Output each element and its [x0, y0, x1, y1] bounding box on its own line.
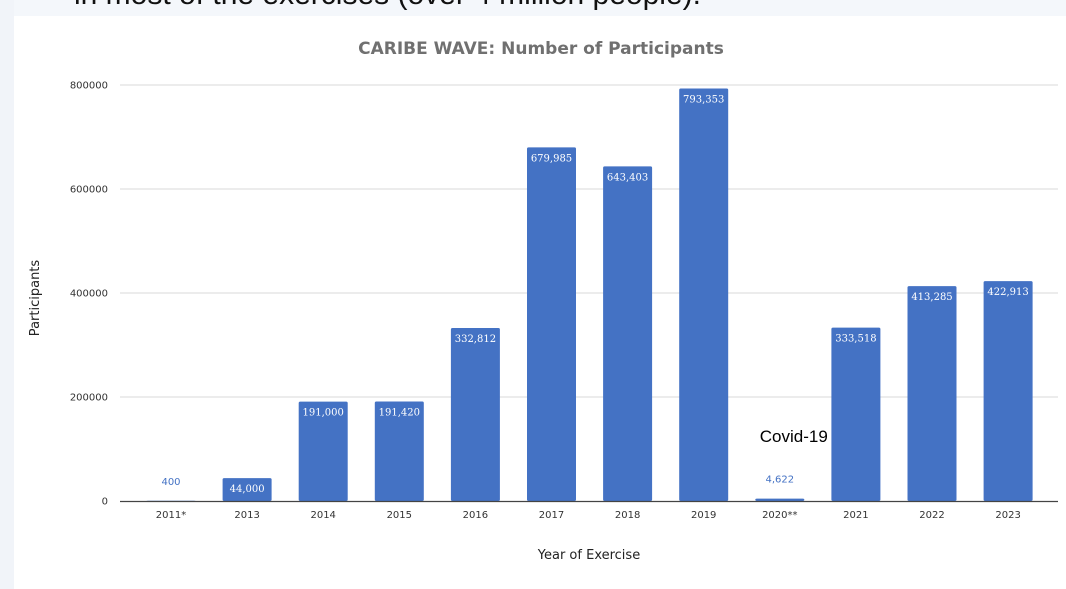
y-tick-label: 200000 [70, 393, 108, 404]
data-label: 191,000 [303, 408, 344, 419]
data-label: 333,518 [835, 334, 876, 345]
x-tick-label: 2023 [995, 510, 1020, 521]
clipped-heading-text: in most of the exercises (over 4 million… [74, 0, 701, 12]
x-axis-title: Year of Exercise [537, 548, 640, 563]
data-label: 332,812 [455, 334, 496, 345]
annotations: Covid-19 [760, 427, 828, 446]
data-label: 413,285 [911, 292, 952, 303]
x-tick-label: 2021 [843, 510, 868, 521]
y-axis-ticks: 0 200000 400000 600000 800000 [70, 81, 108, 508]
x-tick-label: 2020** [762, 510, 797, 521]
y-tick-label: 0 [102, 497, 108, 508]
data-label: 400 [161, 477, 180, 488]
x-tick-label: 2016 [463, 510, 488, 521]
data-label: 643,403 [607, 172, 648, 183]
bar [983, 281, 1033, 501]
data-label: 191,420 [379, 407, 420, 418]
x-tick-label: 2018 [615, 510, 640, 521]
covid-annotation: Covid-19 [760, 427, 828, 446]
data-labels: 400 44,000 191,000 191,420 332,812 679,985 643… [161, 94, 1028, 495]
data-label: 4,622 [765, 475, 794, 486]
data-label: 422,913 [987, 287, 1028, 298]
bar [450, 327, 500, 501]
y-tick-label: 600000 [70, 185, 108, 196]
x-tick-label: 2019 [691, 510, 716, 521]
data-label: 793,353 [683, 94, 724, 105]
x-tick-label: 2014 [310, 510, 335, 521]
bars [146, 88, 1033, 502]
x-tick-label: 2011* [156, 510, 186, 521]
bar [679, 88, 729, 502]
x-tick-label: 2017 [539, 510, 564, 521]
data-label: 44,000 [230, 484, 265, 495]
y-tick-label: 400000 [70, 289, 108, 300]
bar [527, 147, 576, 501]
x-tick-label: 2013 [234, 510, 259, 521]
top-margin-strip [14, 0, 1066, 16]
bar [298, 401, 348, 501]
y-axis-title: Participants [28, 260, 43, 337]
y-tick-label: 800000 [70, 81, 108, 92]
chart-title: CARIBE WAVE: Number of Participants [358, 39, 724, 59]
bar [222, 478, 272, 501]
bar [603, 166, 653, 502]
bar [831, 327, 881, 501]
x-tick-label: 2015 [387, 510, 412, 521]
bar [374, 401, 424, 501]
left-margin-strip [0, 0, 14, 589]
x-axis-ticks: 2011* 2013 2014 2015 2016 2017 2018 2019 2020** 2… [156, 510, 1021, 521]
bar [755, 498, 805, 501]
data-label: 679,985 [531, 153, 572, 164]
x-tick-label: 2022 [919, 510, 944, 521]
bar [907, 286, 957, 501]
gridlines [120, 84, 1058, 398]
